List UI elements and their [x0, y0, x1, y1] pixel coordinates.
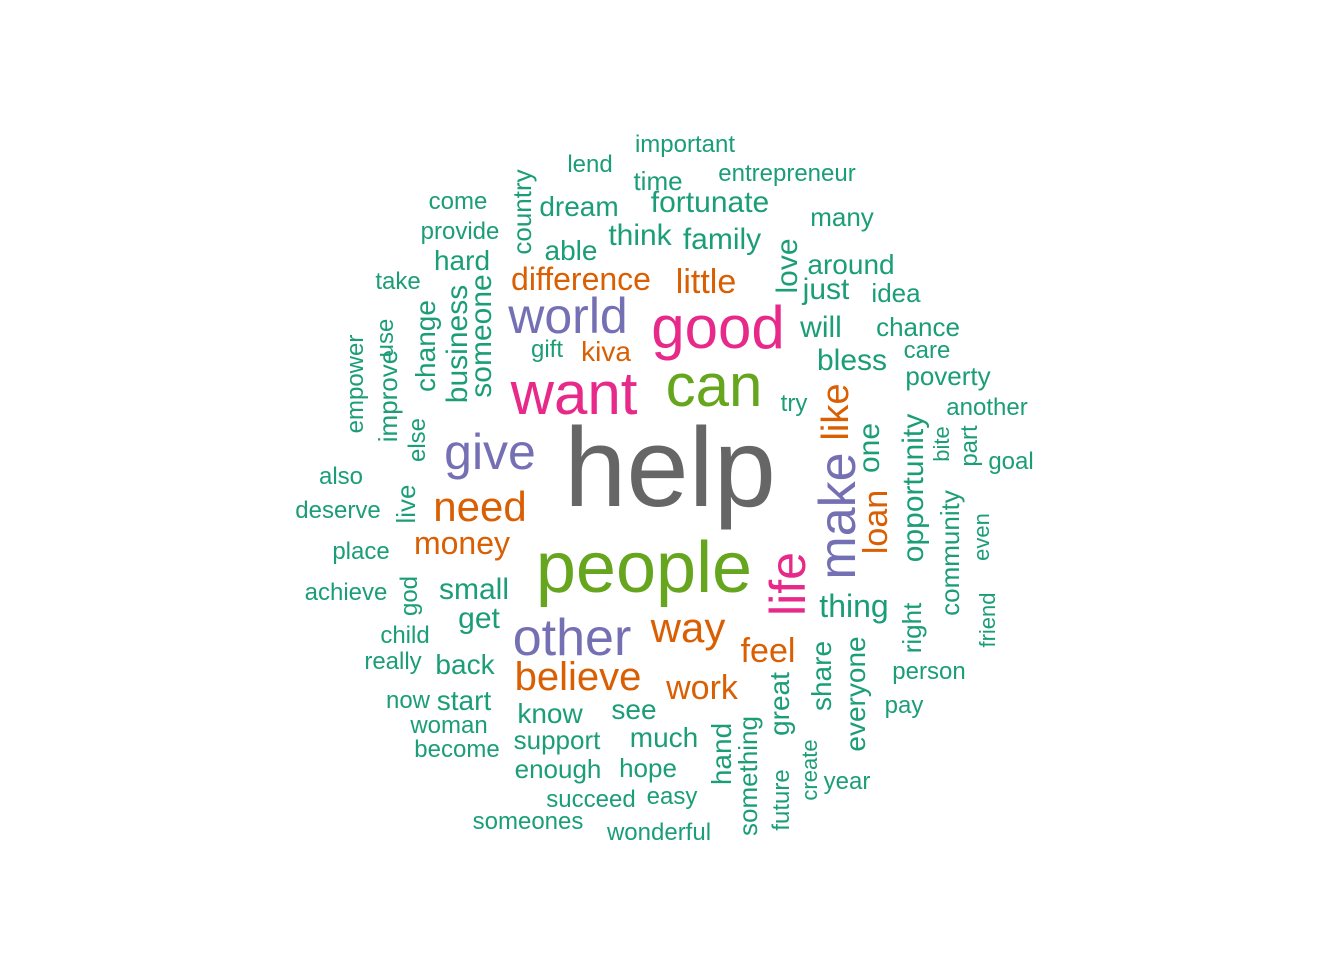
- word-thing: thing: [819, 588, 889, 624]
- word-give: give: [444, 424, 536, 480]
- word-come: come: [428, 188, 488, 215]
- word-money: money: [413, 525, 511, 561]
- word-goal: goal: [988, 448, 1034, 475]
- word-lend: lend: [567, 151, 613, 178]
- word-also: also: [318, 463, 364, 490]
- word-future: future: [768, 769, 795, 831]
- word-improve: improve: [373, 349, 403, 443]
- word-friend: friend: [975, 592, 1000, 648]
- word-world: world: [508, 288, 628, 344]
- word-else: else: [404, 417, 431, 463]
- word-business: business: [441, 284, 474, 404]
- word-want: want: [510, 360, 638, 427]
- word-everyone: everyone: [840, 636, 871, 752]
- word-back: back: [435, 649, 495, 680]
- word-kiva: kiva: [581, 336, 631, 367]
- word-empower: empower: [342, 334, 369, 434]
- word-love: love: [771, 238, 804, 294]
- word-now: now: [385, 687, 431, 714]
- word-small: small: [438, 573, 510, 606]
- word-hope: hope: [619, 753, 677, 783]
- word-hand: hand: [706, 722, 737, 786]
- word-difference: difference: [511, 261, 651, 297]
- word-another: another: [946, 394, 1028, 421]
- word-deserve: deserve: [295, 497, 381, 524]
- word-community: community: [935, 490, 965, 616]
- word-care: care: [903, 337, 951, 364]
- word-bite: bite: [929, 426, 954, 462]
- word-poverty: poverty: [905, 361, 991, 391]
- word-god: god: [396, 575, 423, 617]
- word-fortunate: fortunate: [650, 186, 770, 219]
- word-support: support: [513, 725, 601, 755]
- word-woman: woman: [410, 712, 488, 739]
- word-succeed: succeed: [546, 786, 636, 813]
- word-provide: provide: [420, 218, 500, 245]
- word-something: something: [733, 716, 763, 836]
- word-help: help: [564, 405, 776, 530]
- word-will: will: [800, 311, 842, 344]
- word-enough: enough: [514, 754, 602, 784]
- word-like: like: [815, 383, 857, 441]
- word-feel: feel: [740, 632, 796, 670]
- word-life: life: [760, 552, 816, 616]
- word-pay: pay: [884, 692, 924, 719]
- word-part: part: [956, 425, 983, 467]
- word-hard: hard: [433, 245, 491, 276]
- word-great: great: [764, 672, 795, 736]
- word-dream: dream: [539, 191, 619, 222]
- word-create: create: [797, 739, 822, 801]
- word-year: year: [823, 768, 871, 795]
- word-try: try: [780, 390, 808, 417]
- word-really: really: [364, 648, 422, 675]
- word-easy: easy: [646, 783, 698, 810]
- word-other: other: [512, 609, 632, 667]
- word-bless: bless: [816, 344, 888, 377]
- word-change: change: [410, 300, 441, 392]
- word-little: little: [675, 263, 737, 301]
- word-around: around: [807, 249, 895, 280]
- word-share: share: [806, 640, 837, 712]
- word-need: need: [433, 483, 527, 530]
- word-people: people: [535, 528, 753, 608]
- word-one: one: [853, 422, 886, 474]
- word-become: become: [414, 736, 500, 763]
- word-good: good: [651, 294, 785, 361]
- word-believe: believe: [514, 655, 642, 699]
- word-way: way: [650, 604, 726, 651]
- word-loan: loan: [857, 489, 895, 555]
- word-able: able: [544, 235, 598, 266]
- word-just: just: [802, 273, 850, 306]
- word-person: person: [892, 658, 966, 685]
- word-many: many: [810, 202, 874, 232]
- word-get: get: [458, 602, 500, 635]
- word-chance: chance: [876, 312, 960, 342]
- word-child: child: [380, 622, 430, 649]
- word-gift: gift: [530, 336, 564, 363]
- word-take: take: [375, 268, 421, 295]
- word-time: time: [633, 166, 683, 196]
- word-family: family: [682, 223, 762, 256]
- word-know: know: [517, 698, 583, 729]
- word-can: can: [665, 352, 763, 419]
- word-entrepreneur: entrepreneur: [718, 160, 856, 187]
- word-work: work: [666, 669, 738, 707]
- word-wonderful: wonderful: [606, 819, 712, 846]
- word-much: much: [629, 722, 699, 753]
- word-start: start: [436, 685, 492, 716]
- word-even: even: [969, 513, 994, 561]
- word-opportunity: opportunity: [897, 413, 930, 563]
- word-see: see: [611, 694, 657, 725]
- word-place: place: [332, 538, 390, 565]
- word-think: think: [608, 219, 672, 252]
- word-someones: someones: [472, 808, 584, 835]
- word-right: right: [897, 602, 927, 654]
- word-important: important: [634, 131, 736, 158]
- word-live: live: [391, 484, 421, 524]
- word-achieve: achieve: [304, 579, 388, 606]
- word-idea: idea: [871, 278, 921, 308]
- word-country: country: [507, 169, 537, 255]
